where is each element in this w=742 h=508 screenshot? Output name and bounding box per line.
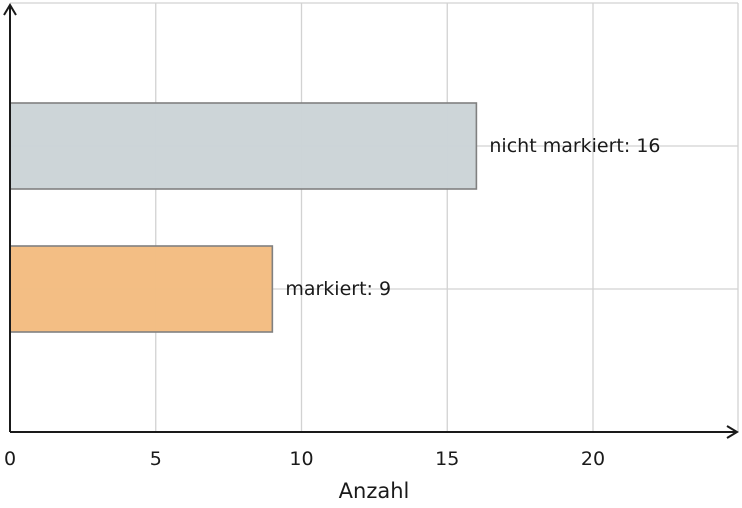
bar-0 [9, 102, 478, 190]
x-axis-title: Anzahl [339, 479, 410, 503]
x-tick-label-3: 15 [435, 448, 459, 470]
bars [9, 102, 478, 333]
axes [3, 3, 739, 439]
data-labels: nicht markiert: 16 markiert: 9 [285, 135, 660, 300]
grid [10, 2, 739, 432]
y-axis-arrow [3, 3, 17, 16]
x-tick-label-2: 10 [289, 448, 313, 470]
data-label-1: markiert: 9 [285, 278, 391, 300]
x-tick-labels: 0 5 10 15 20 [4, 448, 605, 470]
x-tick-label-0: 0 [4, 448, 16, 470]
x-tick-label-4: 20 [581, 448, 605, 470]
data-label-0: nicht markiert: 16 [489, 135, 660, 157]
x-axis-arrow [726, 425, 739, 439]
bar-1 [9, 245, 274, 333]
x-tick-label-1: 5 [150, 448, 162, 470]
